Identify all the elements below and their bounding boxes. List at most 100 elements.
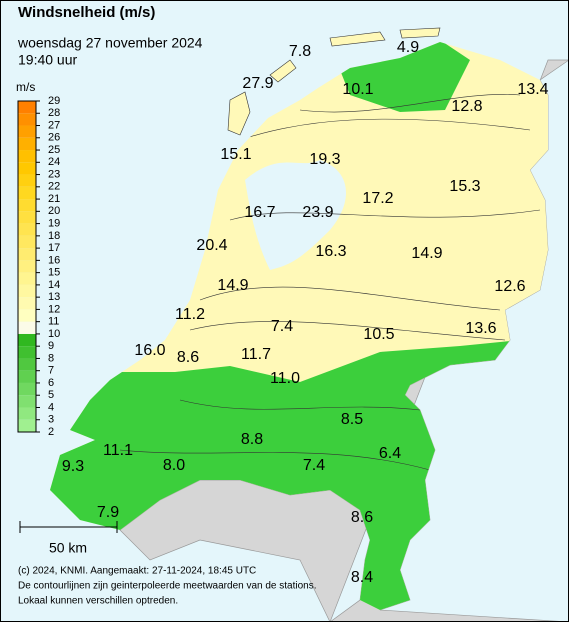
legend-label: 17 (48, 242, 60, 254)
legend-unit: m/s (16, 80, 35, 94)
legend-band (18, 150, 36, 163)
station-value: 8.8 (241, 431, 263, 448)
legend-band (18, 321, 36, 334)
station-value: 16.0 (134, 342, 165, 359)
legend-band (18, 186, 36, 200)
station-value: 12.6 (494, 278, 525, 295)
station-value: 17.2 (362, 190, 393, 207)
station-value: 27.9 (242, 75, 273, 92)
station-value: 9.3 (62, 458, 84, 475)
legend-label: 25 (48, 144, 60, 156)
legend-band (18, 174, 36, 187)
legend-band (18, 382, 36, 396)
legend-label: 9 (48, 340, 54, 352)
station-value: 11.7 (241, 346, 271, 363)
legend-band (18, 284, 36, 298)
scale-label: 50 km (49, 540, 87, 556)
station-value: 4.9 (397, 39, 419, 56)
legend-band (18, 101, 36, 114)
station-value: 13.6 (465, 320, 496, 337)
station-value: 7.8 (289, 43, 311, 60)
legend-band (18, 370, 36, 383)
station-value: 10.5 (363, 326, 394, 343)
station-value: 8.4 (351, 569, 373, 586)
station-value: 10.1 (342, 81, 373, 98)
time: 19:40 uur (18, 52, 77, 68)
wadden-islands (227, 27, 441, 136)
legend-label: 11 (48, 316, 59, 328)
legend-band (18, 199, 36, 212)
legend-band (18, 260, 36, 273)
station-value: 7.9 (97, 504, 119, 521)
station-value: 8.0 (163, 457, 185, 474)
legend-label: 15 (48, 267, 60, 279)
legend-band (18, 223, 36, 236)
title: Windsnelheid (m/s) (18, 4, 155, 21)
legend-label: 5 (48, 389, 54, 401)
legend-label: 13 (48, 291, 60, 303)
legend-band (18, 309, 36, 322)
station-value: 13.4 (517, 81, 548, 98)
legend-band (18, 211, 36, 224)
station-value: 16.7 (244, 204, 275, 221)
station-value: 7.4 (271, 318, 293, 335)
legend-label: 14 (48, 279, 60, 291)
station-value: 8.6 (351, 509, 373, 526)
legend-band (18, 333, 36, 347)
footer-line: Lokaal kunnen verschillen optreden. (18, 596, 178, 607)
station-value: 6.4 (379, 445, 401, 462)
station-value: 19.3 (309, 151, 340, 168)
footer-line: De contourlijnen zijn geinterpoleerde me… (18, 581, 317, 592)
legend-band (18, 358, 36, 371)
legend-band (18, 297, 36, 310)
legend-label: 16 (48, 254, 60, 266)
legend-label: 19 (48, 217, 60, 229)
station-value: 8.6 (177, 349, 199, 366)
legend-label: 22 (48, 181, 60, 193)
legend-label: 4 (48, 401, 54, 413)
legend-label: 20 (48, 205, 60, 217)
station-value: 15.1 (220, 146, 251, 163)
legend-label: 10 (48, 328, 60, 340)
legend-band (18, 407, 36, 420)
legend-band (18, 235, 36, 249)
legend-label: 7 (48, 365, 54, 377)
station-value: 14.9 (217, 277, 248, 294)
legend-label: 2 (48, 426, 54, 438)
legend-band (18, 419, 36, 432)
legend-label: 12 (48, 303, 60, 315)
station-value: 8.5 (341, 411, 363, 428)
legend-label: 24 (48, 156, 60, 168)
station-value: 23.9 (302, 204, 333, 221)
legend-label: 6 (48, 377, 54, 389)
legend-band (18, 113, 36, 126)
legend-label: 3 (48, 414, 54, 426)
legend-label: 8 (48, 352, 54, 364)
legend-frame (17, 100, 37, 433)
legend-band (18, 137, 36, 151)
legend-band (18, 162, 36, 175)
date: woensdag 27 november 2024 (17, 35, 203, 51)
legend-band (18, 125, 36, 138)
legend-label: 23 (48, 168, 60, 180)
station-value: 11.1 (103, 442, 133, 459)
legend-band (18, 272, 36, 285)
footer-line: (c) 2024, KNMI. Aangemaakt: 27-11-2024, … (18, 566, 256, 577)
station-value: 12.8 (451, 98, 482, 115)
station-value: 15.3 (449, 178, 480, 195)
legend-label: 21 (48, 193, 60, 205)
legend-label: 18 (48, 230, 60, 242)
legend-band (18, 248, 36, 261)
station-value: 11.0 (270, 370, 300, 387)
legend-band (18, 395, 36, 408)
station-value: 7.4 (303, 457, 325, 474)
legend-band (18, 346, 36, 359)
station-value: 14.9 (411, 245, 442, 262)
legend-label: 26 (48, 132, 60, 144)
station-value: 20.4 (196, 237, 227, 254)
legend-label: 29 (48, 95, 60, 107)
station-value: 16.3 (315, 243, 346, 260)
legend-label: 28 (48, 107, 60, 119)
station-value: 11.2 (175, 306, 205, 323)
